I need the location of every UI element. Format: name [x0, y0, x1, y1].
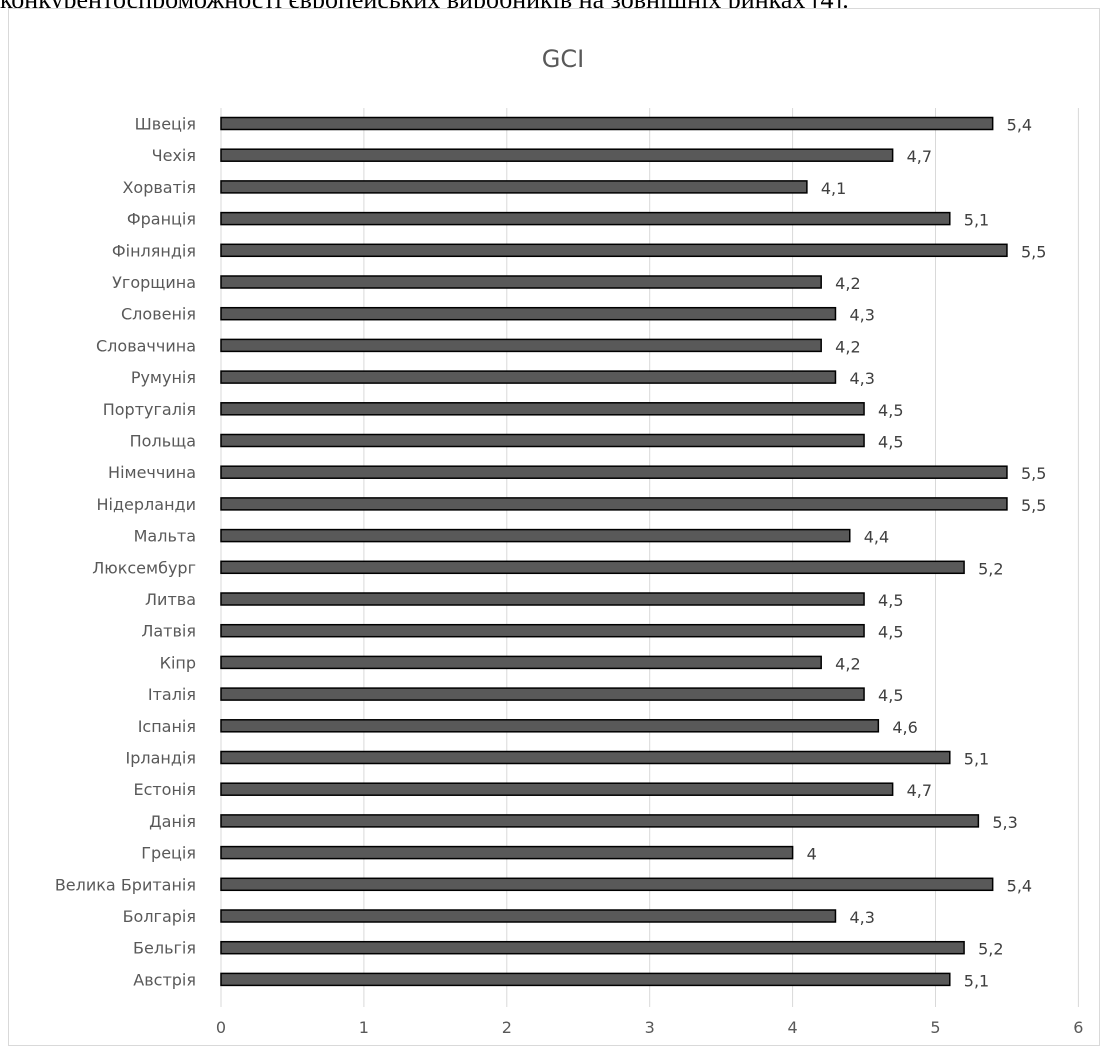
data-label: 4,5 [878, 591, 903, 610]
data-label: 4,5 [878, 623, 903, 642]
data-label: 5,2 [978, 940, 1003, 959]
data-label: 4,5 [878, 401, 903, 420]
value-labels: 5,44,74,15,15,54,24,34,24,34,54,55,55,54… [807, 116, 1047, 991]
bar [220, 687, 865, 701]
data-label: 4,5 [878, 433, 903, 452]
data-label: 4 [807, 845, 817, 864]
data-label: 5,4 [1007, 876, 1032, 895]
gridlines [220, 108, 1079, 1007]
bar [220, 972, 951, 987]
category-labels: Швеція Чехія Хорватія Франція Фінляндія Угорщ… [55, 115, 196, 990]
bar [220, 433, 865, 448]
bar [220, 814, 980, 828]
data-label: 4,7 [907, 781, 932, 800]
data-label: 4,3 [849, 908, 874, 927]
category-label: Естонія [133, 780, 196, 799]
category-label: Італія [148, 685, 196, 704]
x-axis-ticks: 0 1 2 3 4 5 6 [216, 1018, 1084, 1037]
data-label: 5,3 [992, 813, 1017, 832]
bar [220, 338, 822, 353]
bar [220, 940, 965, 955]
bars [220, 116, 1008, 987]
data-label: 5,5 [1021, 496, 1046, 515]
bar [220, 148, 894, 162]
data-label: 4,4 [864, 528, 889, 547]
bar [220, 211, 951, 226]
category-label: Португалія [103, 400, 196, 419]
bar [220, 180, 808, 194]
category-label: Мальта [134, 527, 196, 546]
bar [220, 402, 865, 416]
x-tick-label: 4 [788, 1018, 798, 1037]
bar [220, 243, 1008, 258]
category-label: Румунія [131, 368, 196, 387]
category-label: Угорщина [112, 273, 196, 292]
data-label: 4,5 [878, 686, 903, 705]
category-label: Австрія [133, 970, 196, 989]
category-label: Словаччина [96, 336, 196, 355]
bar [220, 909, 837, 923]
category-label: Словенія [121, 305, 196, 324]
bar [220, 655, 822, 670]
bar [220, 497, 1008, 511]
bar [220, 465, 1008, 479]
category-label: Ірландія [126, 749, 197, 768]
x-tick-label: 1 [359, 1018, 369, 1037]
category-label: Нідерланди [97, 495, 197, 514]
data-label: 4,2 [835, 337, 860, 356]
category-label: Литва [145, 590, 196, 609]
data-label: 4,6 [892, 718, 917, 737]
bar [220, 782, 894, 796]
data-label: 4,3 [849, 306, 874, 325]
bar [220, 623, 865, 638]
chart-area [8, 8, 1100, 1046]
bar [220, 592, 865, 606]
category-label: Люксембург [92, 558, 196, 577]
bar [220, 750, 951, 765]
bar [220, 306, 837, 321]
bar [220, 528, 851, 543]
data-label: 5,1 [964, 750, 989, 769]
bar [220, 845, 794, 860]
x-tick-label: 2 [502, 1018, 512, 1037]
data-label: 5,1 [964, 211, 989, 230]
bar [220, 877, 994, 892]
category-label: Кіпр [160, 653, 196, 672]
category-label: Бельгія [133, 939, 196, 958]
category-label: Велика Британія [55, 875, 196, 894]
category-label: Швеція [135, 115, 196, 134]
category-label: Іспанія [138, 717, 196, 736]
data-label: 5,2 [978, 559, 1003, 578]
bar [220, 116, 994, 131]
bar [220, 275, 822, 289]
data-label: 5,4 [1007, 116, 1032, 135]
category-label: Хорватія [122, 178, 196, 197]
category-label: Франція [127, 210, 196, 229]
data-label: 5,5 [1021, 464, 1046, 483]
category-label: Данія [149, 812, 196, 831]
x-tick-label: 0 [216, 1018, 226, 1037]
category-label: Латвія [141, 622, 196, 641]
data-label: 5,5 [1021, 242, 1046, 261]
category-label: Греція [141, 844, 196, 863]
bar [220, 719, 880, 733]
bar [220, 560, 965, 575]
x-tick-label: 5 [930, 1018, 940, 1037]
category-label: Німеччина [108, 463, 196, 482]
data-label: 4,2 [835, 654, 860, 673]
category-label: Фінляндія [112, 241, 196, 260]
data-label: 4,7 [907, 147, 932, 166]
data-label: 4,1 [821, 179, 846, 198]
category-label: Болгарія [123, 907, 196, 926]
category-label: Польща [130, 432, 196, 451]
data-label: 4,2 [835, 274, 860, 293]
data-label: 5,1 [964, 971, 989, 990]
data-label: 4,3 [849, 369, 874, 388]
category-label: Чехія [152, 146, 196, 165]
chart-title: GCI [542, 45, 584, 73]
x-tick-label: 6 [1073, 1018, 1083, 1037]
x-tick-label: 3 [645, 1018, 655, 1037]
bar [220, 370, 837, 384]
